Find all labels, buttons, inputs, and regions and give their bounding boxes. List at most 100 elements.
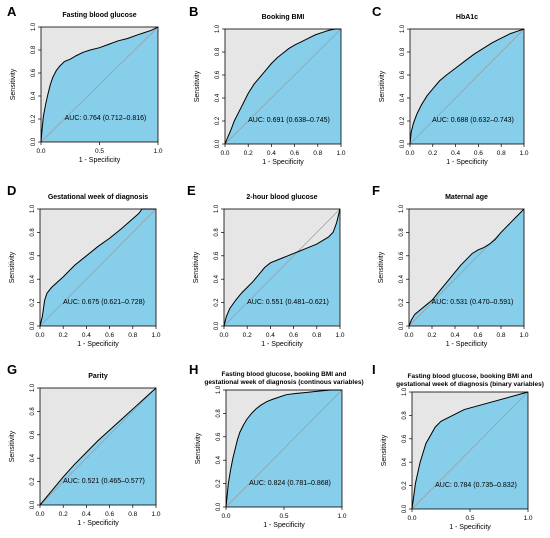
x-tick-label: 0.0 <box>404 332 413 339</box>
roc-curve <box>40 26 159 143</box>
x-tick-label: 1.0 <box>335 332 344 339</box>
y-tick-label: 0.8 <box>215 47 221 56</box>
y-tick-label: 0.0 <box>399 321 405 330</box>
roc-curve <box>411 391 529 510</box>
y-tick-label: 0.4 <box>31 91 37 100</box>
chart-title: Booking BMI <box>262 14 305 21</box>
y-axis-label: Sensitivity <box>9 251 16 283</box>
y-tick-label: 0.8 <box>400 47 406 56</box>
x-tick-label: 0.0 <box>221 513 230 520</box>
y-tick-label: 0.4 <box>214 274 220 283</box>
auc-annotation: AUC: 0.764 (0.712–0.816) <box>65 115 147 122</box>
y-tick-label: 0.6 <box>402 434 408 443</box>
x-tick-label: 0.6 <box>105 332 114 339</box>
x-axis-label: 1 - Specificity <box>261 341 303 348</box>
roc-curve <box>223 208 341 327</box>
y-tick-label: 0.0 <box>400 139 406 148</box>
x-axis-label: 1 - Specificity <box>79 157 121 164</box>
roc-panel-e: E 2-hour blood glucose 0.0 0.2 0.4 0.6 0.8 1.0 0… <box>187 183 345 348</box>
chart-title: Fasting blood glucose, booking BMI and <box>408 373 533 380</box>
roc-panel-d: D Gestational week of diagnosis 0.0 0.2 0.4 0… <box>7 183 161 348</box>
chart-title: Fasting blood glucose, booking BMI and <box>222 371 347 378</box>
y-axis-label: Sensitivity <box>10 68 17 100</box>
x-tick-label: 0.2 <box>59 332 68 339</box>
x-tick-label: 1.0 <box>151 511 160 518</box>
x-tick-label: 0.2 <box>243 332 252 339</box>
roc-panel-b: B Booking BMI 0.0 0.2 0.4 0.6 0.8 1.0 0.0 0.2 0.4 0… <box>189 4 346 166</box>
x-tick-label: 0.2 <box>428 150 437 157</box>
chart-title: HbA1c <box>456 14 478 21</box>
y-tick-label: 1.0 <box>402 387 408 396</box>
y-tick-label: 0.2 <box>30 298 36 307</box>
x-tick-label: 0.0 <box>220 150 229 157</box>
auc-annotation: AUC: 0.675 (0.621–0.728) <box>63 299 145 306</box>
x-tick-label: 1.0 <box>336 150 345 157</box>
y-tick-label: 0.6 <box>30 251 36 260</box>
x-tick-label: 0.8 <box>496 332 505 339</box>
chart-subtitle: gestational week of diagnosis (binary va… <box>396 381 544 388</box>
y-axis-label: Sensitivity <box>195 432 202 464</box>
y-axis-label: Sensitivity <box>378 251 385 283</box>
x-tick-label: 0.6 <box>290 150 299 157</box>
x-tick-label: 0.5 <box>279 513 288 520</box>
roc-panel-a: A Fasting blood glucose 0.0 0.5 1.0 0.0 0.2 0.4… <box>7 4 163 164</box>
y-tick-label: 1.0 <box>30 383 36 392</box>
y-tick-label: 0.4 <box>400 93 406 102</box>
panel-letter: C <box>372 4 382 19</box>
plot-frame <box>224 28 342 145</box>
x-tick-label: 0.4 <box>82 332 91 339</box>
x-tick-label: 0.2 <box>244 150 253 157</box>
y-axis-label: Sensitivity <box>194 70 201 102</box>
x-tick-label: 0.8 <box>313 150 322 157</box>
x-axis-label: 1 - Specificity <box>77 520 119 527</box>
x-tick-label: 0.2 <box>59 511 68 518</box>
y-axis-label: Sensitivity <box>381 434 388 466</box>
panel-letter: I <box>372 362 376 377</box>
y-tick-label: 0.2 <box>30 477 36 486</box>
x-tick-label: 0.6 <box>289 332 298 339</box>
reference-diagonal <box>223 208 341 327</box>
panel-letter: G <box>7 362 17 377</box>
x-tick-label: 1.0 <box>151 332 160 339</box>
y-tick-label: 1.0 <box>399 204 405 213</box>
panel-letter: E <box>187 183 196 198</box>
y-tick-label: 0.4 <box>30 453 36 462</box>
x-tick-label: 1.0 <box>337 513 346 520</box>
x-tick-label: 0.0 <box>219 332 228 339</box>
y-tick-label: 0.2 <box>215 116 221 125</box>
roc-panel-h: H Fasting blood glucose, booking BMI andg… <box>189 362 364 529</box>
chart-title: Maternal age <box>445 194 488 201</box>
x-tick-label: 0.8 <box>128 332 137 339</box>
x-tick-label: 0.4 <box>450 332 459 339</box>
y-tick-label: 0.2 <box>399 298 405 307</box>
roc-curve <box>409 28 525 145</box>
y-tick-label: 0.4 <box>216 455 222 464</box>
reference-diagonal <box>225 389 343 508</box>
roc-panel-i: I Fasting blood glucose, booking BMI andg… <box>372 362 544 531</box>
y-tick-label: 0.0 <box>215 139 221 148</box>
y-axis-label: Sensitivity <box>379 70 386 102</box>
y-tick-label: 0.8 <box>214 228 220 237</box>
x-tick-label: 0.0 <box>35 332 44 339</box>
panel-letter: A <box>7 4 17 19</box>
reference-diagonal <box>224 28 342 145</box>
panel-letter: F <box>372 183 380 198</box>
x-tick-label: 1.0 <box>519 332 528 339</box>
panel-letter: D <box>7 183 16 198</box>
auc-annotation: AUC: 0.521 (0.465–0.577) <box>63 478 145 485</box>
x-axis-label: 1 - Specificity <box>449 524 491 531</box>
x-axis-label: 1 - Specificity <box>263 522 305 529</box>
y-tick-label: 0.8 <box>31 45 37 54</box>
y-tick-label: 1.0 <box>30 204 36 213</box>
x-tick-label: 0.2 <box>427 332 436 339</box>
x-tick-label: 0.4 <box>266 332 275 339</box>
roc-panel-c: C HbA1c 0.0 0.2 0.4 0.6 0.8 1.0 0.0 0.2 0.4 0.6 0.8 1… <box>372 4 529 166</box>
chart-subtitle: gestational week of diagnosis (continous… <box>204 379 363 386</box>
x-tick-label: 0.6 <box>473 332 482 339</box>
roc-panel-f: F Maternal age 0.0 0.2 0.4 0.6 0.8 1.0 0.0 0.2 0.4… <box>372 183 529 348</box>
roc-curve <box>408 208 525 327</box>
auc-annotation: AUC: 0.784 (0.735–0.832) <box>435 482 517 489</box>
auc-annotation: AUC: 0.531 (0.470–0.591) <box>432 299 514 306</box>
x-tick-label: 0.0 <box>36 148 45 155</box>
y-tick-label: 1.0 <box>215 24 221 33</box>
